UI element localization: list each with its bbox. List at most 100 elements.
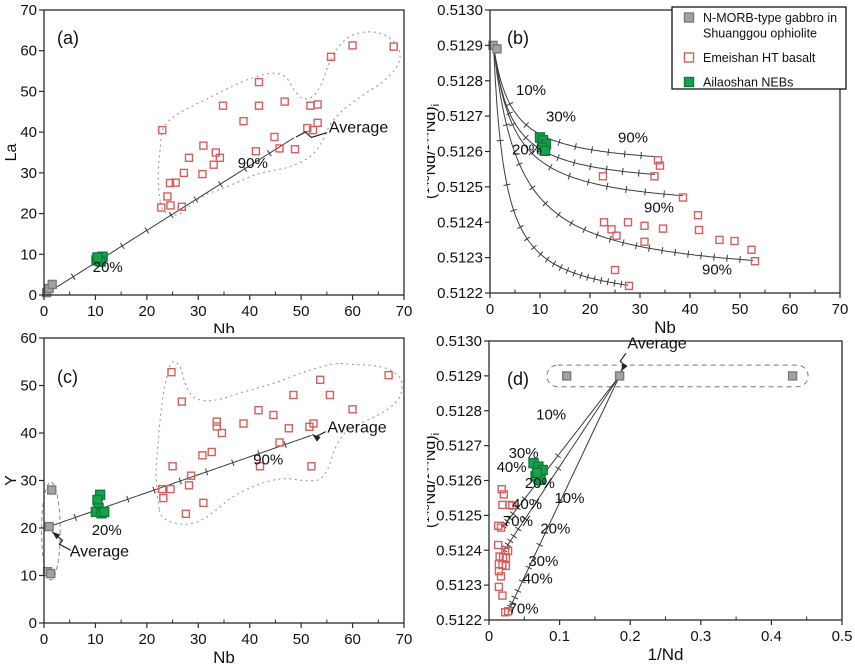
mixing-percent-tick	[507, 604, 514, 609]
data-point-marker	[179, 168, 189, 178]
data-point-marker	[348, 41, 357, 50]
data-point-marker	[498, 500, 507, 510]
annotations: 20% 90% Average	[93, 120, 389, 277]
x-tick-label: 0.3	[690, 628, 711, 645]
data-point-marker	[198, 169, 207, 179]
data-point-marker	[217, 428, 227, 438]
mixing-percent-tick	[674, 248, 677, 256]
legend: N-MORB-type gabbro in Shuanggou ophiolite…	[671, 6, 847, 90]
mixing-percent-tick	[595, 231, 599, 239]
mixing-percent-tick	[586, 178, 590, 186]
mixing-percent-tick	[623, 150, 626, 158]
x-tick-label: 30	[190, 303, 207, 320]
data-point-marker	[496, 523, 506, 532]
data-point-marker	[44, 521, 54, 532]
data-point-marker	[531, 467, 543, 479]
y-tick-label: 50	[20, 378, 37, 395]
percent-label: 40%	[497, 459, 527, 476]
y-tick-label: 10	[20, 568, 37, 585]
data-point-marker	[655, 161, 665, 170]
y-tick-label: 0.5128	[437, 73, 483, 90]
basalt-field-outline	[155, 361, 403, 525]
mixing-percent-tick	[509, 122, 516, 127]
average-label: Average	[627, 336, 686, 353]
data-point-marker	[308, 125, 318, 135]
mixing-percent-tick	[126, 495, 130, 503]
data-point-marker	[184, 481, 194, 490]
x-tick-label: 0.5	[832, 628, 853, 645]
data-point-marker	[326, 52, 336, 61]
mixing-model-lines	[48, 137, 295, 293]
mixing-percent-tick	[515, 526, 522, 532]
mixing-percent-tick	[579, 271, 583, 279]
y-tick-label: 0.5123	[436, 577, 482, 594]
series-basalt	[598, 156, 760, 291]
average-pointer-line	[295, 131, 328, 139]
mixing-percent-tick	[178, 477, 182, 485]
mixing-percent-tick	[542, 200, 549, 207]
x-tick-label: 50	[732, 301, 749, 318]
series-basalt	[157, 41, 398, 212]
legend-item-label: Shuanggou ophiolite	[703, 27, 817, 41]
mixing-percent-tick	[739, 255, 741, 263]
annotations: 10%30%20% 90% 90% 90%	[512, 82, 732, 279]
annotations: 20% 90% Average Average	[51, 420, 387, 561]
mixing-percent-tick	[605, 165, 608, 173]
percent-label: 90%	[644, 199, 674, 216]
data-point-marker	[325, 390, 335, 400]
axes: 0 10 20 30 40 50 60 70 0 10 20 30 40 50 60 Nb Y	[3, 333, 412, 666]
x-tick-label: 0	[485, 628, 493, 645]
data-point-marker	[683, 12, 695, 23]
x-tick-label: 50	[293, 631, 310, 648]
data-point-marker	[624, 281, 634, 291]
mixing-percent-tick	[506, 515, 513, 521]
gabbro-field-ellipse	[41, 481, 61, 581]
mixing-percent-tick	[599, 276, 603, 285]
panel-letter: (b)	[507, 28, 529, 48]
percent-label: 10%	[536, 406, 566, 423]
mixing-percent-tick	[218, 180, 223, 188]
mixing-percent-tick	[528, 149, 535, 156]
mixing-percent-tick	[530, 244, 537, 251]
data-point-marker	[254, 77, 264, 87]
series-basalt	[493, 484, 517, 617]
data-point-marker	[313, 100, 322, 109]
data-point-marker	[389, 42, 398, 51]
plot-border	[43, 337, 405, 624]
mixing-percent-tick	[572, 159, 576, 167]
mixing-percent-tick	[508, 600, 516, 605]
average-label: Average	[70, 544, 129, 561]
field-outlines	[41, 361, 403, 581]
mixing-percent-tick	[648, 244, 651, 252]
y-tick-label: 20	[20, 206, 37, 223]
x-axis-label: Nb	[213, 648, 235, 666]
series-nebs	[528, 457, 548, 486]
y-tick-label: 0.5125	[436, 507, 482, 524]
mixing-percent-tick	[119, 242, 125, 250]
data-point-marker	[640, 221, 649, 231]
percent-label: 30%	[509, 445, 539, 462]
mixing-percent-tick	[525, 565, 533, 570]
mixing-model-lines	[48, 434, 312, 528]
x-tick-label: 0	[486, 301, 494, 318]
series-basalt	[158, 368, 393, 519]
mixing-percent-tick	[613, 279, 616, 287]
percent-label: 40%	[512, 496, 542, 513]
data-point-marker	[158, 125, 167, 135]
data-point-marker	[316, 375, 325, 384]
data-point-marker	[494, 566, 504, 576]
mixing-percent-tick	[533, 499, 540, 505]
data-point-marker	[92, 252, 103, 263]
mixing-percent-tick	[70, 273, 76, 280]
panel-letter: (c)	[57, 367, 78, 387]
panel-letter: (d)	[507, 369, 529, 389]
percent-label: 20%	[92, 522, 122, 539]
mixing-percent-tick	[621, 167, 624, 175]
y-tick-label: 0.5129	[437, 37, 483, 54]
x-tick-label: 0	[40, 631, 48, 648]
percent-label: 20%	[525, 475, 555, 492]
mixing-percent-tick	[496, 139, 504, 142]
data-point-marker	[658, 224, 668, 233]
mixing-percent-tick	[551, 260, 557, 268]
